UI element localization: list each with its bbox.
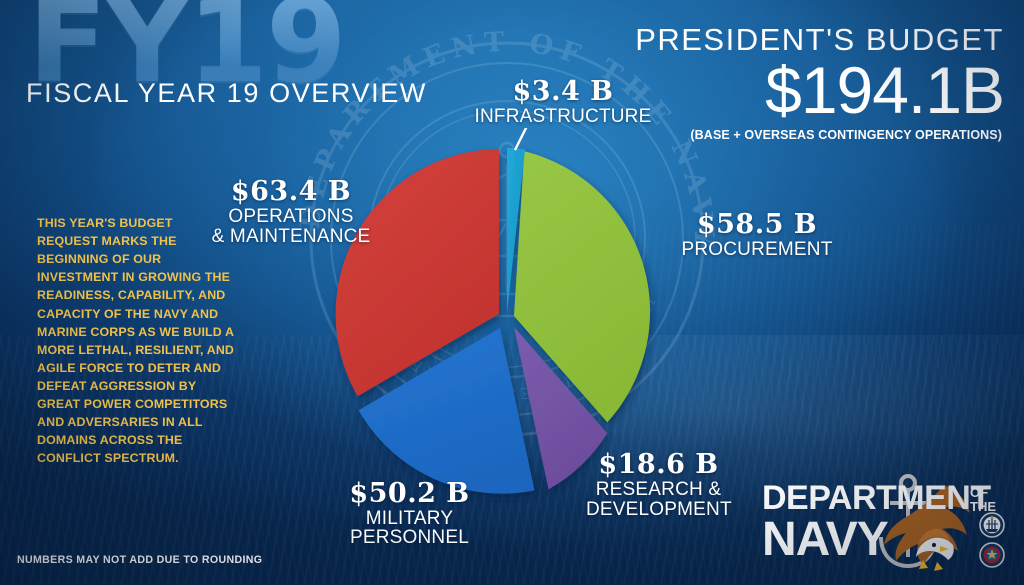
label-research-name-line2: DEVELOPMENT: [586, 498, 732, 520]
label-operations-name-line1: OPERATIONS: [228, 205, 354, 227]
department-of-the-navy-logo: DEPARTMENT OF THE NAVY: [762, 474, 1005, 571]
eagle-icon: [884, 485, 970, 571]
page-title: FISCAL YEAR 19 OVERVIEW: [26, 78, 427, 108]
label-infrastructure-name: INFRASTRUCTURE: [474, 105, 652, 127]
logo-department-text: DEPARTMENT: [762, 479, 991, 517]
budget-narrative-text: THIS YEAR'S BUDGET REQUEST MARKS THE BEG…: [37, 216, 235, 466]
label-infrastructure: $3.4 B INFRASTRUCTURE: [468, 78, 658, 126]
logo-navy-text: NAVY: [762, 513, 889, 566]
footnote-rounding: NUMBERS MAY NOT ADD DUE TO ROUNDING: [17, 554, 263, 566]
budget-pie-chart: [335, 128, 650, 494]
fy-ghost-title: FY19: [28, 0, 347, 109]
pie-slice-research-development: [514, 327, 608, 490]
label-infrastructure-amount: $3.4 B: [512, 76, 614, 107]
label-military-personnel-amount: $50.2 B: [349, 478, 470, 509]
pie-slice-infrastructure: [507, 148, 526, 313]
label-procurement-amount: $58.5 B: [696, 209, 818, 240]
presidents-budget-title: PRESIDENT'S BUDGET: [635, 22, 1004, 57]
pie-slice-military-personnel: [358, 328, 535, 494]
label-procurement-name: PROCUREMENT: [681, 238, 833, 260]
navy-seal-icon: [979, 512, 1005, 538]
label-research-amount: $18.6 B: [598, 449, 719, 480]
label-military-personnel: $50.2 B MILITARY PERSONNEL: [312, 480, 507, 547]
pie-slice-operations-maintenance: [335, 149, 499, 397]
logo-the-text: THE: [970, 499, 996, 514]
infrastructure-leader-line: [513, 128, 528, 151]
label-procurement: $58.5 B PROCUREMENT: [672, 211, 842, 259]
pie-slice-procurement: [514, 151, 650, 423]
label-military-personnel-name: MILITARY PERSONNEL: [349, 507, 469, 548]
label-research-name-line1: RESEARCH &: [595, 478, 722, 500]
label-operations-name-line2: & MAINTENANCE: [211, 225, 371, 247]
label-research-development: $18.6 B RESEARCH & DEVELOPMENT: [586, 449, 732, 520]
label-operations-amount: $63.4 B: [230, 176, 352, 207]
logo-of-text: OF: [970, 485, 988, 500]
label-operations-maintenance: $63.4 B OPERATIONS & MAINTENANCE: [206, 178, 376, 246]
marine-corps-seal-icon: [979, 542, 1005, 568]
presidents-budget-amount: $194.1B: [765, 53, 1005, 127]
presidents-budget-subtitle: (BASE + OVERSEAS CONTINGENCY OPERATIONS): [690, 128, 1002, 142]
